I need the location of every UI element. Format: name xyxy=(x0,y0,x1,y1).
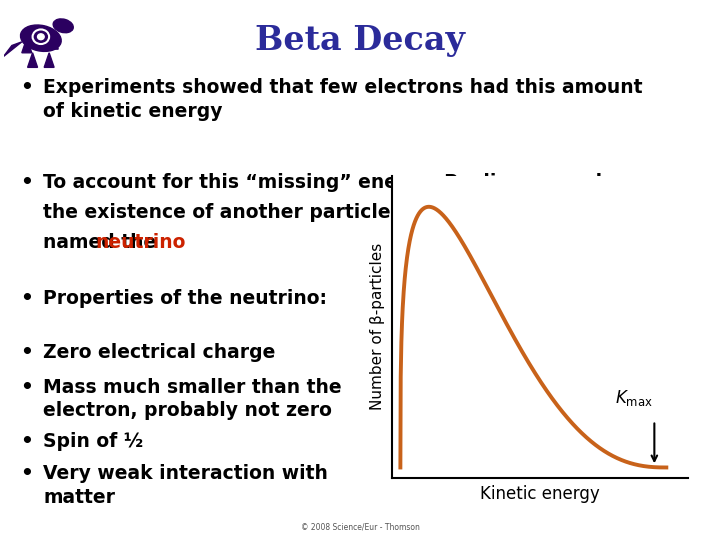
Polygon shape xyxy=(4,42,22,56)
Ellipse shape xyxy=(53,19,73,33)
Circle shape xyxy=(37,34,44,39)
Polygon shape xyxy=(48,35,58,49)
Text: •: • xyxy=(20,173,33,192)
Text: neutrino: neutrino xyxy=(95,233,186,252)
Polygon shape xyxy=(22,38,32,53)
Text: Mass much smaller than the
electron, probably not zero: Mass much smaller than the electron, pro… xyxy=(43,378,342,421)
Text: the existence of another particle, which Fermi later: the existence of another particle, which… xyxy=(43,203,590,222)
Text: Experiments showed that few electrons had this amount
of kinetic energy: Experiments showed that few electrons ha… xyxy=(43,78,643,121)
Text: Zero electrical charge: Zero electrical charge xyxy=(43,343,276,362)
Text: To account for this “missing” energy, Pauli proposed: To account for this “missing” energy, Pa… xyxy=(43,173,603,192)
Text: Properties of the neutrino:: Properties of the neutrino: xyxy=(43,289,327,308)
Text: •: • xyxy=(20,343,33,362)
X-axis label: Kinetic energy: Kinetic energy xyxy=(480,485,600,503)
Text: •: • xyxy=(20,432,33,451)
Text: © 2008 Science/Eur - Thomson: © 2008 Science/Eur - Thomson xyxy=(300,523,420,532)
Polygon shape xyxy=(44,53,54,68)
Text: Spin of ½: Spin of ½ xyxy=(43,432,143,451)
Text: named the: named the xyxy=(43,233,163,252)
Text: $K_{\mathrm{max}}$: $K_{\mathrm{max}}$ xyxy=(615,388,653,408)
Text: Very weak interaction with
matter: Very weak interaction with matter xyxy=(43,464,328,507)
Ellipse shape xyxy=(20,25,61,51)
Text: •: • xyxy=(20,289,33,308)
Text: •: • xyxy=(20,378,33,397)
Polygon shape xyxy=(27,53,37,68)
Text: •: • xyxy=(20,78,33,97)
Y-axis label: Number of β-particles: Number of β-particles xyxy=(371,243,385,410)
Text: •: • xyxy=(20,464,33,483)
Text: Beta Decay: Beta Decay xyxy=(255,24,465,57)
